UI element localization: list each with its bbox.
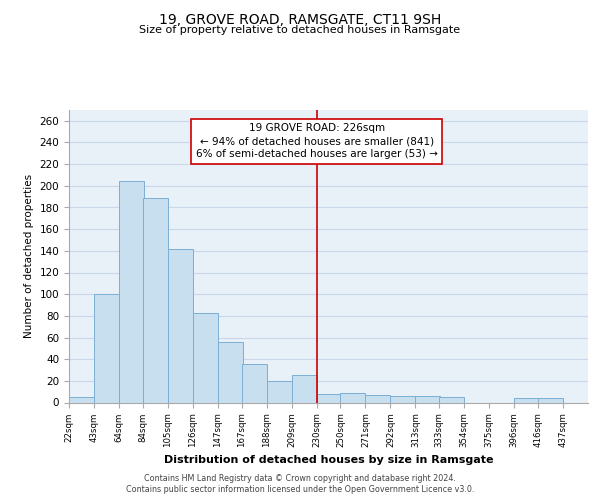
Bar	[266, 381, 292, 402]
Bar	[538, 398, 563, 402]
Text: Contains public sector information licensed under the Open Government Licence v3: Contains public sector information licen…	[126, 485, 474, 494]
Bar	[193, 312, 218, 402]
X-axis label: Distribution of detached houses by size in Ramsgate: Distribution of detached houses by size …	[164, 456, 493, 466]
Bar	[143, 198, 168, 402]
Bar	[94, 294, 119, 403]
Text: Size of property relative to detached houses in Ramsgate: Size of property relative to detached ho…	[139, 25, 461, 35]
Bar	[415, 396, 440, 402]
Text: Contains HM Land Registry data © Crown copyright and database right 2024.: Contains HM Land Registry data © Crown c…	[144, 474, 456, 483]
Bar	[391, 396, 415, 402]
Y-axis label: Number of detached properties: Number of detached properties	[24, 174, 34, 338]
Bar	[514, 398, 539, 402]
Bar	[69, 397, 94, 402]
Bar	[168, 248, 193, 402]
Text: 19, GROVE ROAD, RAMSGATE, CT11 9SH: 19, GROVE ROAD, RAMSGATE, CT11 9SH	[159, 12, 441, 26]
Bar	[242, 364, 266, 403]
Bar	[365, 395, 391, 402]
Bar	[340, 393, 365, 402]
Bar	[119, 182, 144, 402]
Bar	[218, 342, 243, 402]
Bar	[439, 397, 464, 402]
Bar	[292, 376, 317, 402]
Text: 19 GROVE ROAD: 226sqm
← 94% of detached houses are smaller (841)
6% of semi-deta: 19 GROVE ROAD: 226sqm ← 94% of detached …	[196, 123, 437, 160]
Bar	[317, 394, 341, 402]
